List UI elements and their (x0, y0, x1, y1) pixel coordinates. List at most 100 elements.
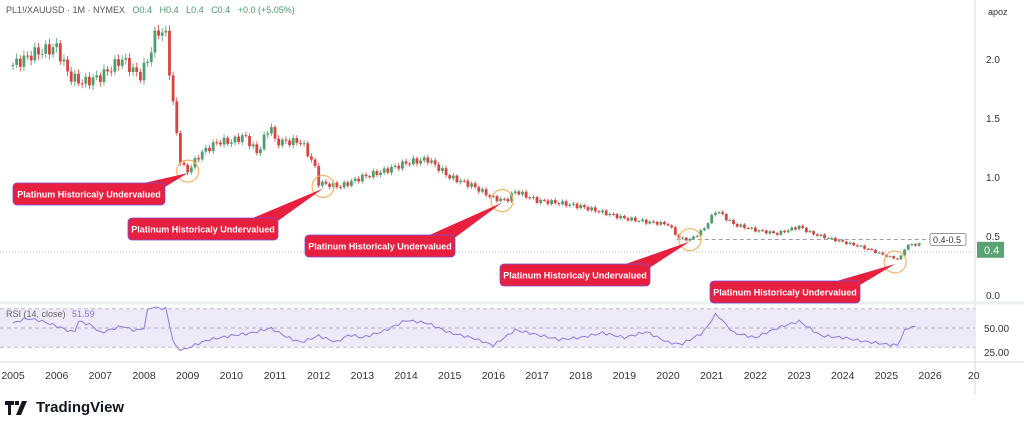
annotation-box (127, 217, 279, 241)
candle (229, 142, 233, 144)
candle (117, 59, 120, 66)
candle (451, 175, 455, 179)
candle (732, 220, 735, 224)
candle (135, 67, 139, 72)
candle (328, 183, 332, 187)
tradingview-logo-icon (5, 400, 27, 415)
candle (408, 163, 412, 165)
symbol-legend: PL1!/XAUUSD · 1M · NYMEX O0.4 H0.4 L0.4 … (6, 5, 295, 15)
candle (582, 205, 586, 208)
candle (106, 69, 110, 72)
candle (441, 168, 444, 171)
candle (746, 227, 750, 229)
candle (473, 183, 477, 188)
candle (801, 225, 805, 228)
candle (470, 183, 473, 187)
scale-mode-button[interactable]: apoz (988, 7, 1008, 17)
candle (881, 252, 885, 255)
time-tick-label: 2020 (656, 370, 680, 382)
candle (379, 172, 382, 175)
candle (844, 241, 848, 245)
candle (484, 189, 488, 196)
candle (240, 135, 244, 143)
highlight-circle (490, 189, 514, 213)
candle (779, 230, 783, 235)
candle (430, 160, 433, 163)
candle (586, 207, 590, 211)
candle (186, 164, 190, 173)
candle (841, 240, 845, 242)
candle (575, 203, 579, 209)
candle (360, 174, 364, 182)
candle (164, 30, 168, 33)
candle (775, 233, 779, 235)
annotation-label: Platinum Historicaly Undervalued (17, 190, 161, 200)
candle (200, 151, 204, 160)
candle (917, 243, 921, 246)
candle (641, 219, 644, 222)
candle (546, 200, 550, 204)
candle (855, 245, 859, 247)
candle (615, 214, 619, 219)
candle (717, 212, 721, 214)
candle (215, 142, 219, 144)
candle (266, 133, 270, 135)
time-tick-label: 2014 (394, 370, 418, 382)
candle (619, 215, 623, 219)
candle (910, 244, 914, 246)
candle (786, 230, 790, 233)
candle (244, 135, 248, 137)
candle (499, 198, 503, 202)
candle (892, 256, 896, 259)
candle (419, 160, 422, 164)
candle (804, 227, 808, 233)
candle (269, 127, 273, 134)
candle (175, 101, 179, 134)
range-label: 0.4-0.5 (933, 235, 961, 245)
candle (783, 230, 786, 233)
price-tick-label: 0.5 (986, 232, 1000, 243)
candle (306, 143, 310, 157)
candle (914, 244, 917, 246)
candle (757, 230, 761, 232)
time-tick-label: 2005 (1, 370, 25, 382)
candle (739, 224, 743, 227)
candle (655, 221, 659, 225)
candle (197, 158, 200, 160)
candle (146, 62, 150, 64)
candle (310, 156, 313, 160)
candle (895, 258, 899, 260)
highlight-circle (176, 159, 200, 183)
candle (26, 55, 29, 57)
candle (521, 191, 524, 195)
time-tick-label: 20 (968, 370, 980, 382)
time-tick-label: 2009 (176, 370, 200, 382)
candle (706, 223, 710, 229)
time-tick-label: 2011 (264, 370, 287, 382)
candle (488, 195, 492, 197)
candle (713, 212, 717, 215)
candle (219, 142, 222, 145)
candle (426, 157, 430, 163)
candle (506, 199, 510, 202)
candle (51, 47, 55, 55)
time-tick-label: 2015 (438, 370, 462, 382)
candle (735, 223, 739, 227)
annotation-label: Platinum Historicaly Undervalued (131, 225, 275, 235)
candle (77, 73, 80, 84)
candle (422, 157, 426, 161)
candle (124, 57, 128, 60)
candle (561, 201, 564, 205)
candle (764, 230, 768, 234)
candle (208, 147, 211, 152)
candle (703, 228, 706, 231)
time-tick-label: 2008 (132, 370, 156, 382)
candle (684, 237, 688, 241)
annotation-label: Platinum Historicaly Undervalued (503, 271, 647, 281)
high-value: H0.4 (159, 5, 179, 15)
candle (404, 161, 408, 164)
candle (899, 255, 903, 260)
candle (237, 136, 241, 143)
candle (790, 227, 794, 231)
